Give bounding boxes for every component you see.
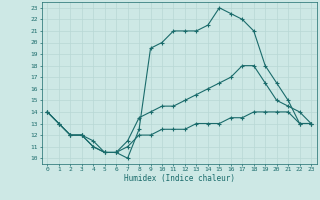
X-axis label: Humidex (Indice chaleur): Humidex (Indice chaleur): [124, 174, 235, 183]
